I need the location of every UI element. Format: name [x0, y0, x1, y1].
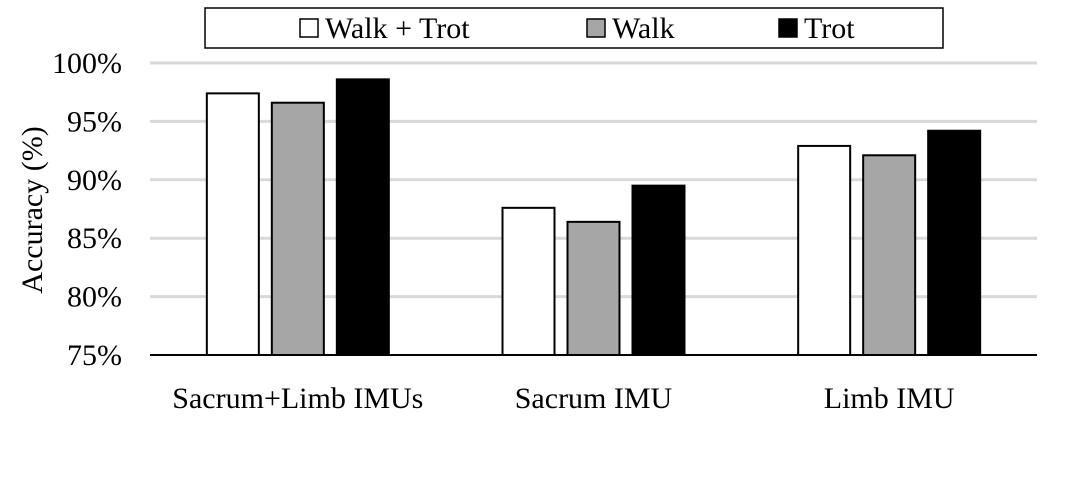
legend-swatch: [299, 18, 319, 38]
legend-label: Walk: [612, 12, 675, 45]
bars: [205, 78, 982, 357]
legend-label: Trot: [804, 12, 855, 45]
bar: [631, 184, 686, 356]
category-label: Limb IMU: [824, 382, 955, 415]
y-tick-labels: 75% 80% 85% 90% 95% 100%: [52, 47, 122, 372]
y-tick-label: 75%: [67, 339, 122, 372]
bar: [862, 154, 917, 356]
y-tick-label: 85%: [67, 222, 122, 255]
y-tick-label: 90%: [67, 164, 122, 197]
bar: [927, 129, 982, 356]
bar: [270, 101, 325, 356]
bar: [501, 206, 556, 356]
category-label: Sacrum IMU: [515, 382, 673, 415]
legend: Walk + Trot Walk Trot: [204, 7, 944, 49]
legend-swatch: [586, 18, 606, 38]
y-tick-label: 95%: [67, 105, 122, 138]
legend-label: Walk + Trot: [325, 12, 470, 45]
bar: [335, 78, 390, 357]
bar: [205, 92, 260, 356]
y-axis-title: Accuracy (%): [16, 126, 49, 293]
y-tick-label: 80%: [67, 281, 122, 314]
category-labels: Sacrum+Limb IMUs Sacrum IMU Limb IMU: [172, 382, 955, 415]
y-tick-label: 100%: [52, 47, 122, 80]
legend-box: [204, 7, 944, 49]
legend-swatch: [778, 18, 798, 38]
bar: [566, 220, 621, 356]
category-label: Sacrum+Limb IMUs: [172, 382, 423, 415]
bar: [797, 144, 852, 356]
